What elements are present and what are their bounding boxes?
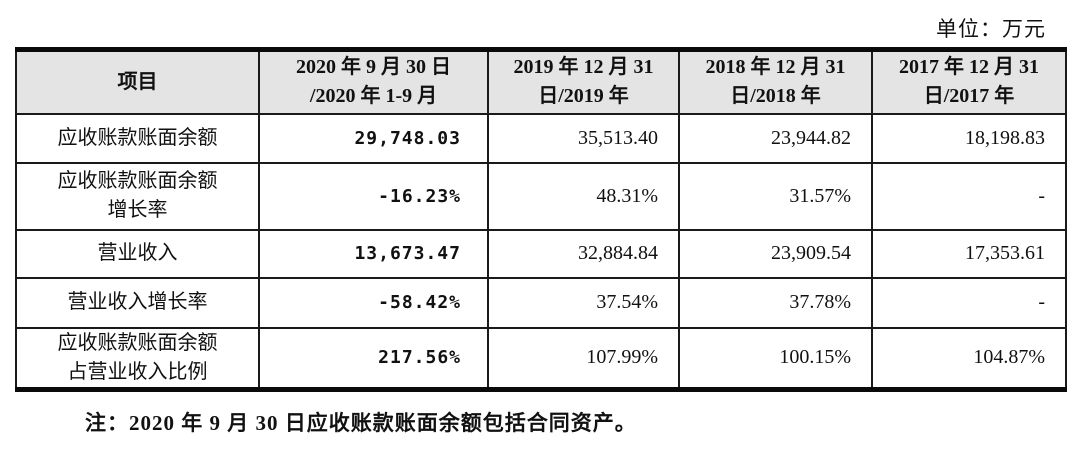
receivables-table: 项目 2020 年 9 月 30 日 /2020 年 1-9 月 2019 年 …	[15, 47, 1067, 392]
table-row: 营业收入增长率 -58.42% 37.54% 37.78% -	[15, 276, 1067, 329]
cell-value: 37.54%	[487, 276, 680, 329]
cell-value: 31.57%	[678, 161, 873, 231]
row-label: 应收账款账面余额 增长率	[15, 161, 260, 231]
cell-value: 23,909.54	[678, 228, 873, 279]
cell-value: 100.15%	[678, 326, 873, 391]
cell-value: 17,353.61	[871, 228, 1067, 279]
column-header-2018: 2018 年 12 月 31 日/2018 年	[678, 48, 873, 115]
column-header-item: 项目	[15, 48, 260, 115]
cell-value: 29,748.03	[258, 112, 489, 164]
cell-value: -16.23%	[258, 161, 489, 231]
table-footnote: 注：2020 年 9 月 30 日应收账款账面余额包括合同资产。	[85, 411, 637, 435]
column-header-2017: 2017 年 12 月 31 日/2017 年	[871, 48, 1067, 115]
row-label: 营业收入	[15, 228, 260, 279]
table-row: 应收账款账面余额 占营业收入比例 217.56% 107.99% 100.15%…	[15, 326, 1067, 391]
cell-value: 217.56%	[258, 326, 489, 391]
cell-value: 32,884.84	[487, 228, 680, 279]
cell-value: 13,673.47	[258, 228, 489, 279]
row-label: 应收账款账面余额	[15, 112, 260, 164]
cell-value: -58.42%	[258, 276, 489, 329]
row-label: 营业收入增长率	[15, 276, 260, 329]
cell-value: 104.87%	[871, 326, 1067, 391]
cell-value: 37.78%	[678, 276, 873, 329]
table-row: 应收账款账面余额 增长率 -16.23% 48.31% 31.57% -	[15, 161, 1067, 231]
table-row: 营业收入 13,673.47 32,884.84 23,909.54 17,35…	[15, 228, 1067, 279]
table-header-row: 项目 2020 年 9 月 30 日 /2020 年 1-9 月 2019 年 …	[15, 48, 1067, 115]
cell-value: -	[871, 161, 1067, 231]
row-label: 应收账款账面余额 占营业收入比例	[15, 326, 260, 391]
cell-value: 48.31%	[487, 161, 680, 231]
column-header-2019: 2019 年 12 月 31 日/2019 年	[487, 48, 680, 115]
cell-value: 107.99%	[487, 326, 680, 391]
cell-value: 35,513.40	[487, 112, 680, 164]
column-header-2020: 2020 年 9 月 30 日 /2020 年 1-9 月	[258, 48, 489, 115]
table-row: 应收账款账面余额 29,748.03 35,513.40 23,944.82 1…	[15, 112, 1067, 164]
cell-value: -	[871, 276, 1067, 329]
cell-value: 18,198.83	[871, 112, 1067, 164]
cell-value: 23,944.82	[678, 112, 873, 164]
unit-label: 单位：万元	[936, 17, 1046, 41]
